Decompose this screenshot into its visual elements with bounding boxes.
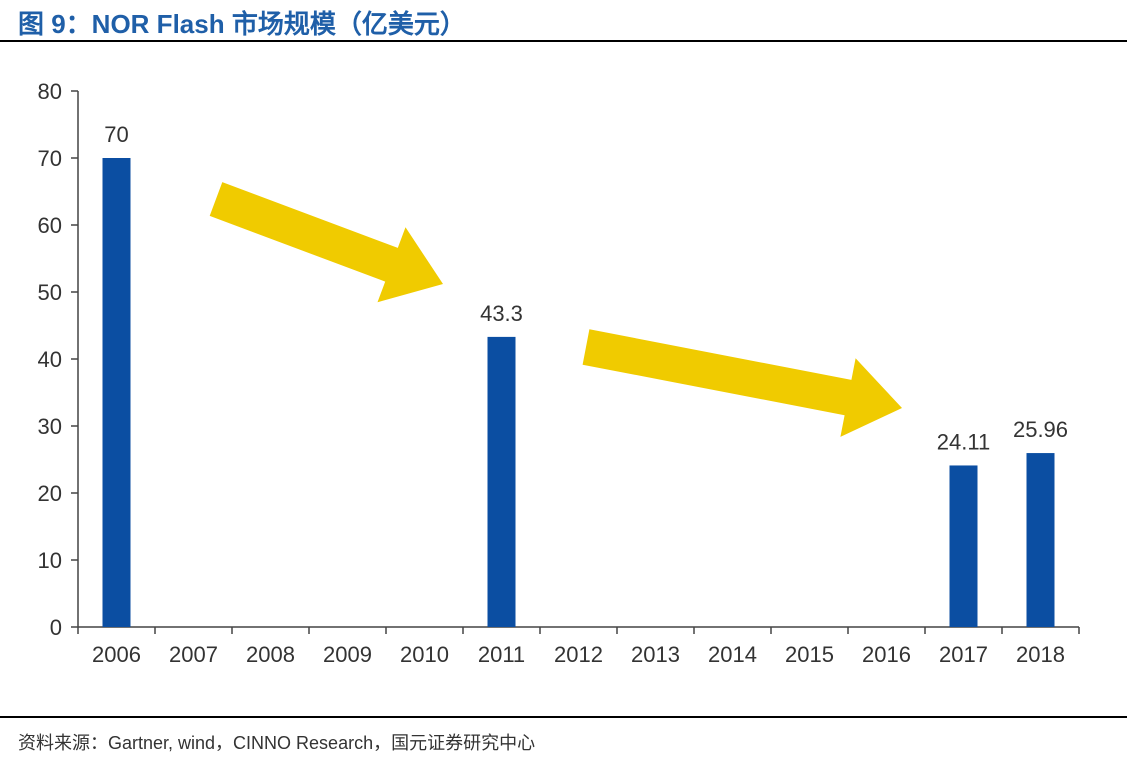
y-tick-label: 0 [50, 615, 62, 640]
x-axis: 2006 2007 2008 2009 2010 2011 2012 2013 2014 2015… [77, 626, 1080, 667]
source-note: 资料来源：Gartner, wind，CINNO Research，国元证券研究… [18, 733, 536, 753]
x-tick-label: 2013 [631, 642, 680, 667]
data-label-2017: 24.11 [937, 429, 990, 454]
y-tick-label: 50 [38, 280, 62, 305]
x-tick-label: 2011 [478, 642, 525, 667]
x-tick-label: 2016 [862, 642, 911, 667]
y-tick-label: 70 [38, 146, 62, 171]
trend-arrow-icon [209, 182, 443, 303]
x-tick-label: 2009 [323, 642, 372, 667]
bottom-rule [0, 716, 1127, 718]
figure-title: 图 9：NOR Flash 市场规模（亿美元） [18, 9, 466, 39]
x-tick-label: 2010 [400, 642, 449, 667]
y-axis: 0 10 20 30 40 50 60 70 80 [38, 79, 79, 640]
bar-2011 [487, 336, 516, 627]
bar-2018 [1026, 453, 1055, 627]
x-tick-label: 2012 [554, 642, 603, 667]
data-label-2006: 70 [104, 122, 128, 147]
trend-arrow-icon [582, 329, 902, 437]
data-label-2018: 25.96 [1013, 417, 1068, 442]
y-tick-label: 60 [38, 213, 62, 238]
data-label-2011: 43.3 [480, 301, 523, 326]
x-tick-label: 2015 [785, 642, 834, 667]
bar-2017 [949, 465, 978, 627]
x-tick-label: 2014 [708, 642, 757, 667]
top-rule [0, 40, 1127, 42]
x-tick-label: 2008 [246, 642, 295, 667]
data-labels: 70 43.3 24.11 25.96 [104, 122, 1068, 454]
y-tick-label: 80 [38, 79, 62, 104]
x-tick-label: 2017 [939, 642, 988, 667]
x-tick-label: 2006 [92, 642, 141, 667]
y-tick-label: 10 [38, 548, 62, 573]
y-tick-label: 20 [38, 481, 62, 506]
y-tick-label: 40 [38, 347, 62, 372]
x-tick-label: 2018 [1016, 642, 1065, 667]
x-tick-label: 2007 [169, 642, 218, 667]
trend-arrows [209, 182, 902, 437]
bar-2006 [102, 158, 131, 627]
y-tick-label: 30 [38, 414, 62, 439]
bars [102, 158, 1055, 627]
